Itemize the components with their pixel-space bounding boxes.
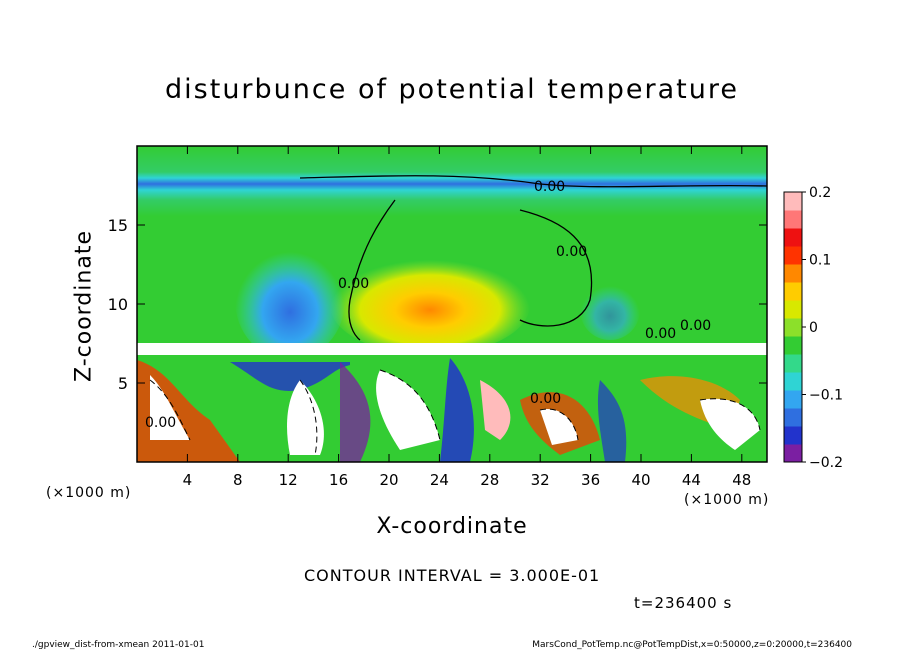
colorbar-segment [784, 372, 802, 391]
colorbar-tick-label: 0 [809, 320, 818, 336]
x-tick-label: 36 [581, 471, 600, 489]
x-tick-label: 20 [379, 471, 398, 489]
colorbar: 0.2 0.1 0 −0.1 −0.2 [783, 185, 843, 471]
x-tick-label: 32 [531, 471, 550, 489]
colorbar-tick-label: −0.2 [809, 455, 843, 471]
x-tick-label: 12 [279, 471, 298, 489]
colorbar-segment [784, 444, 802, 463]
x-tick-label: 4 [183, 471, 193, 489]
colorbar-segment [784, 246, 802, 265]
contour-labels: 0.000.000.000.000.000.000.00 [145, 179, 711, 431]
footer-left: ./gpview_dist-from-xmean 2011-01-01 [32, 640, 205, 650]
x-unit-label-left: (×1000 m) [46, 485, 132, 501]
y-tick-label: 10 [108, 295, 128, 314]
contour-label: 0.00 [556, 244, 587, 260]
footer-right: MarsCond_PotTemp.nc@PotTempDist,x=0:5000… [532, 640, 852, 650]
cool-anomaly-left [235, 240, 345, 360]
contour-label: 0.00 [530, 391, 561, 407]
y-axis-ticks: 5 10 15 [108, 216, 767, 393]
time-stamp: t=236400 s [634, 594, 733, 612]
boundary-layer [137, 343, 767, 357]
x-axis-label: X-coordinate [376, 514, 528, 539]
colorbar-tick-label: 0.2 [809, 185, 831, 201]
x-tick-label: 48 [732, 471, 751, 489]
colorbar-segment [784, 282, 802, 301]
x-tick-label: 16 [329, 471, 348, 489]
x-tick-label: 8 [233, 471, 243, 489]
y-axis-label: Z-coordinate [71, 230, 97, 382]
colorbar-segment [784, 210, 802, 229]
colorbar-segment [784, 228, 802, 247]
zero-contour-upper [299, 175, 767, 341]
x-tick-label: 44 [682, 471, 701, 489]
colorbar-tick-label: −0.1 [809, 388, 843, 404]
plot-area [137, 146, 767, 462]
x-tick-label: 40 [631, 471, 650, 489]
colorbar-segment [784, 390, 802, 409]
colorbar-segment [784, 426, 802, 445]
contour-label: 0.00 [645, 326, 676, 342]
contour-interval: CONTOUR INTERVAL = 3.000E-01 [304, 566, 601, 585]
cool-anomaly-right [580, 280, 640, 340]
contour-label: 0.00 [680, 318, 711, 334]
x-tick-label: 28 [480, 471, 499, 489]
x-tick-label: 24 [430, 471, 449, 489]
chart-title: disturbunce of potential temperature [165, 74, 739, 105]
colorbar-tick-label: 0.1 [809, 253, 831, 269]
contour-label: 0.00 [534, 179, 565, 195]
x-axis-ticks: 4 8 12 16 20 24 28 32 36 40 44 48 [183, 146, 751, 489]
contour-label: 0.00 [145, 415, 176, 431]
y-tick-label: 15 [108, 216, 128, 235]
contour-label: 0.00 [338, 276, 369, 292]
colorbar-segment [784, 300, 802, 319]
x-unit-label-right: (×1000 m) [684, 492, 770, 508]
colorbar-segment [784, 336, 802, 355]
y-tick-label: 5 [118, 374, 128, 393]
colorbar-segment [784, 354, 802, 373]
warm-anomaly [330, 255, 530, 355]
colorbar-segment [784, 318, 802, 337]
colorbar-segment [784, 192, 802, 211]
contour-lines-lower [149, 369, 761, 456]
colorbar-segment [784, 408, 802, 427]
colorbar-segment [784, 264, 802, 283]
